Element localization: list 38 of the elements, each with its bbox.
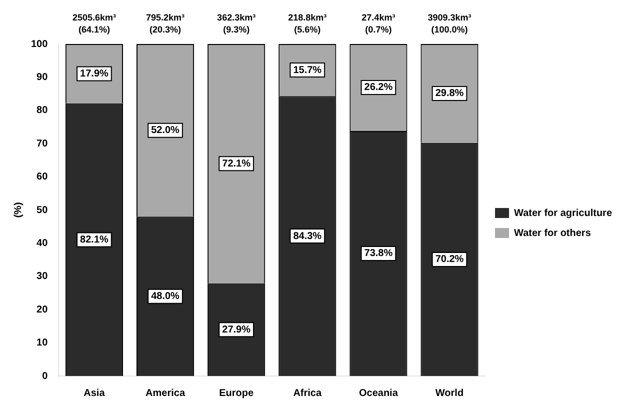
data-label: 17.9% (80, 68, 108, 80)
x-tick-label: Africa (293, 388, 322, 399)
y-tick-label: 30 (36, 271, 48, 282)
x-tick-label: Europe (219, 388, 254, 399)
data-label: 27.9% (222, 324, 251, 336)
y-axis-title: (%) (12, 202, 24, 218)
y-tick-label: 50 (36, 204, 48, 216)
data-label: 84.3% (293, 230, 322, 242)
x-tick-label: World (435, 388, 464, 399)
data-label: 72.1% (222, 158, 251, 170)
legend-label: Water for agriculture (514, 208, 612, 219)
y-tick-label: 90 (36, 72, 48, 83)
text: 362.3km³ (9.3%) (217, 12, 256, 34)
text: 27.4km³ (0.7%) (362, 12, 396, 34)
text: 795.2km³ (20.3%) (146, 12, 185, 34)
y-tick-label: 40 (36, 238, 48, 249)
y-tick-label: 80 (36, 105, 48, 116)
data-label: 52.0% (151, 125, 180, 136)
y-tick-label: 0 (42, 370, 48, 382)
y-tick-label: 10 (36, 338, 48, 349)
text: 2505.6km³ (64.1%) (72, 12, 116, 34)
data-label: 82.1% (80, 234, 108, 246)
data-label: 15.7% (293, 64, 322, 76)
y-tick-label: 100 (30, 38, 48, 50)
text: 3909.3km³ (100.0%) (428, 12, 472, 34)
y-tick-label: 20 (36, 304, 48, 316)
x-tick-label: Asia (84, 388, 106, 399)
y-tick-label: 60 (36, 172, 48, 183)
text: 218.8km³ (5.6%) (288, 12, 327, 34)
y-tick-label: 70 (36, 138, 48, 150)
data-label: 48.0% (151, 291, 180, 302)
data-label: 73.8% (364, 248, 393, 260)
x-tick-label: Oceania (358, 388, 398, 399)
data-label: 70.2% (435, 254, 464, 266)
x-tick-label: America (146, 388, 186, 399)
data-label: 29.8% (435, 88, 464, 100)
legend-label: Water for others (514, 228, 592, 239)
data-label: 26.2% (364, 82, 393, 94)
